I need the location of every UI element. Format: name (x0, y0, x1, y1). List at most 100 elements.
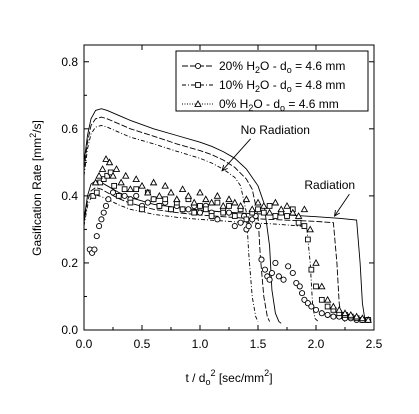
data-point-square (168, 206, 174, 213)
data-point-triangle (248, 205, 256, 213)
data-point-triangle (138, 181, 146, 189)
data-point-square (202, 206, 209, 213)
x-axis-title-sub: o (205, 377, 210, 387)
data-point-triangle (283, 202, 291, 209)
data-point-square (220, 209, 227, 216)
data-point-circle (289, 269, 296, 277)
legend-label-part: O - d (260, 78, 287, 92)
data-point-triangle (109, 171, 117, 179)
y-axis-title-pre: Gasification Rate [mm (30, 138, 44, 256)
data-point-circle (185, 206, 192, 213)
legend-label-part: 2 (255, 65, 260, 75)
annotation-arrowhead (221, 164, 228, 172)
data-point-circle (93, 233, 100, 240)
data-point-circle (296, 283, 303, 290)
data-point-triangle (358, 314, 367, 322)
data-point-triangle (95, 171, 103, 179)
data-point-triangle (254, 198, 262, 206)
data-point-triangle (144, 188, 152, 196)
data-point-circle (312, 306, 320, 313)
data-point-triangle (202, 195, 210, 203)
data-point-square (313, 283, 319, 290)
data-point-circle (133, 192, 140, 199)
annotation-label: Radiation (304, 178, 355, 192)
legend-marker-triangle (194, 100, 202, 107)
data-point-circle (308, 303, 315, 310)
legend-label: 10% H2O - do = 4.8 mm (219, 78, 345, 94)
annotation-arrow (334, 193, 350, 217)
data-point-circle (272, 259, 279, 266)
data-point-square (115, 193, 122, 199)
data-point-circle (258, 256, 265, 263)
data-point-triangle (167, 188, 175, 196)
data-point-circle (121, 192, 128, 199)
data-point-triangle (178, 185, 187, 193)
data-point-square (308, 266, 315, 273)
legend-label: 0% H2O - do = 4.6 mm (219, 97, 339, 113)
data-point-circle (91, 246, 98, 253)
data-point-circle (237, 219, 244, 226)
data-point-circle (330, 313, 337, 320)
data-point-square (179, 206, 186, 213)
data-point-square (111, 182, 118, 189)
data-point-triangle (318, 282, 326, 290)
annotations: No Radiation Radiation (221, 123, 355, 217)
data-point-circle (254, 223, 262, 230)
data-point-triangle (300, 205, 309, 213)
data-point-square (127, 199, 134, 206)
data-point-square (197, 203, 203, 209)
legend-label-part: o (287, 84, 292, 94)
data-point-triangle (132, 175, 140, 182)
data-point-square (295, 219, 302, 226)
data-point-square (100, 176, 107, 182)
data-point-circle (280, 276, 287, 283)
model-curve-no-radiation-3 (83, 125, 259, 322)
data-point-triangle (236, 202, 245, 209)
model-curves (83, 108, 369, 324)
data-point-triangle (112, 165, 121, 172)
x-axis-title-post: [sec/mm (216, 371, 265, 385)
data-point-triangle (102, 155, 110, 162)
model-curve-radiation-3 (83, 194, 319, 322)
legend-label-part: 10% H (219, 78, 255, 92)
legend-label-part: 0% H (219, 97, 248, 111)
data-point-triangle (265, 208, 274, 216)
legend-box (175, 50, 369, 112)
data-point-triangle (347, 310, 355, 318)
legend-label-part: = 4.6 mm (285, 97, 339, 111)
data-point-circle (105, 196, 112, 203)
data-point-circle (100, 209, 107, 216)
data-point-circle (96, 223, 103, 230)
data-point-square (272, 213, 279, 219)
axes: 0.0 0.5 1.0 1.5 2.0 2.5 0.0 0.2 0.4 0.6 0.8 (61, 45, 383, 351)
data-point-circle (266, 276, 273, 283)
data-point-triangle (329, 302, 338, 310)
data-point-triangle (161, 181, 169, 189)
y-axis-title-sup: 2 (28, 133, 38, 138)
y-tick-label: 0.0 (61, 323, 78, 337)
data-point-triangle (289, 208, 297, 216)
data-point-square (121, 186, 128, 193)
legend-label-part: O - d (253, 97, 280, 111)
legend-label-part: 2 (248, 103, 253, 113)
data-point-square (104, 172, 111, 179)
data-point-square (231, 213, 238, 219)
data-point-triangle (149, 178, 158, 186)
data-point-triangle (260, 202, 268, 209)
legend-marker-square (195, 82, 201, 88)
data-point-triangle (364, 316, 372, 323)
data-point-triangle (121, 171, 130, 179)
data-point-circle (196, 209, 204, 216)
data-point-triangle (117, 178, 125, 186)
data-point-triangle (312, 259, 320, 266)
data-point-circle (318, 310, 325, 317)
data-point-square (97, 179, 104, 186)
legend-marker-circle (194, 62, 202, 70)
annotation-arrow (221, 138, 251, 172)
legend-label-part: 2 (255, 84, 260, 94)
legend-label-part: = 4.6 mm (292, 59, 346, 73)
data-point-circle (261, 266, 269, 273)
data-point-square (284, 213, 290, 219)
